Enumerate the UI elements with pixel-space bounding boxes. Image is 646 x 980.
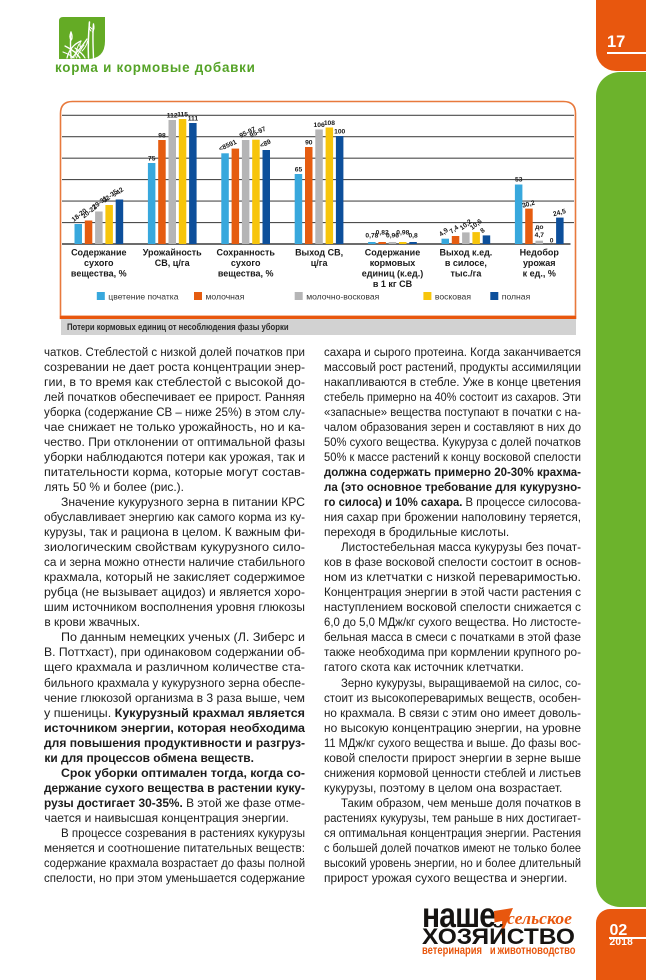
svg-text:ц/га: ц/га [311,258,329,268]
svg-text:0: 0 [550,238,554,245]
svg-text:Выход к.ед.: Выход к.ед. [440,248,493,258]
svg-text:молочно-восковая: молочно-восковая [306,292,379,302]
svg-text:в 1 кг СВ: в 1 кг СВ [373,279,413,289]
svg-text:7,4: 7,4 [449,224,461,235]
svg-text:Сохранность: Сохранность [216,248,275,258]
svg-text:111: 111 [188,116,199,123]
svg-text:75: 75 [148,156,156,163]
svg-text:90: 90 [305,140,313,147]
svg-text:Урожайность: Урожайность [143,248,202,258]
svg-text:91: 91 [228,139,238,149]
svg-text:цветение початка: цветение початка [108,292,178,302]
svg-text:урожая: урожая [523,258,556,268]
svg-text:0,78: 0,78 [365,233,378,240]
svg-text:СВ, ц/га: СВ, ц/га [155,258,191,268]
svg-text:восковая: восковая [435,292,471,302]
svg-text:к ед., %: к ед., % [523,269,556,279]
svg-text:вещества, %: вещества, % [218,269,274,279]
svg-text:98: 98 [158,133,166,140]
svg-text:0,82: 0,82 [376,230,389,237]
svg-text:Содержание: Содержание [365,248,420,258]
svg-text:65: 65 [295,167,303,174]
svg-text:тыс./га: тыс./га [450,269,482,279]
svg-text:0,8: 0,8 [408,233,418,240]
svg-text:24,5: 24,5 [552,208,567,218]
svg-text:108: 108 [324,120,335,127]
svg-text:кормовых: кормовых [370,258,416,268]
svg-text:до: до [535,224,543,231]
svg-text:молочная: молочная [206,292,245,302]
svg-text:сухого: сухого [231,258,261,268]
svg-text:115: 115 [177,112,188,119]
svg-text:в силосе,: в силосе, [445,258,487,268]
svg-text:сухого: сухого [84,258,114,268]
svg-text:106: 106 [314,122,325,129]
svg-text:0,98: 0,98 [396,230,409,237]
svg-text:Содержание: Содержание [71,248,126,258]
svg-text:вещества, %: вещества, % [71,269,127,279]
svg-text:<85: <85 [218,142,232,153]
svg-text:53: 53 [515,177,523,184]
svg-text:полная: полная [502,292,531,302]
svg-text:единиц (к.ед.): единиц (к.ед.) [362,269,423,279]
svg-text:Недобор: Недобор [520,248,560,258]
svg-text:<89: <89 [259,138,273,149]
svg-text:0,96: 0,96 [386,233,399,240]
svg-text:4,9: 4,9 [438,227,450,238]
svg-text:Выход СВ,: Выход СВ, [295,248,343,258]
svg-text:100: 100 [334,129,345,136]
svg-text:4,7: 4,7 [535,232,545,239]
svg-text:8: 8 [479,227,486,235]
svg-text:30,2: 30,2 [521,200,536,210]
svg-text:112: 112 [167,113,178,120]
